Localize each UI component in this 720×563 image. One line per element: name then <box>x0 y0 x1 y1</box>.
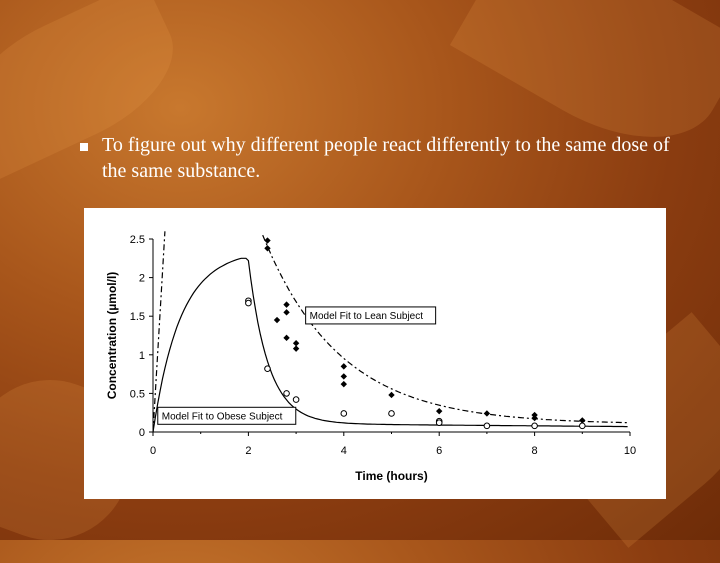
y-tick-label: 2 <box>139 273 145 285</box>
lean-data-point <box>340 363 347 370</box>
obese-data-point <box>483 422 491 430</box>
obese-data-point <box>579 422 586 430</box>
bullet-marker <box>80 143 88 151</box>
x-tick-label: 8 <box>532 445 538 457</box>
obese-data-point <box>292 396 300 403</box>
obese-fit-annotation-box <box>157 406 297 425</box>
x-axis-label: Time (hours) <box>355 469 427 483</box>
lean-data-point <box>483 410 491 417</box>
fit-curves <box>153 231 628 432</box>
y-tick-label: 2.5 <box>130 234 145 246</box>
obese-data-point <box>531 422 538 430</box>
lean-data-point <box>264 237 271 244</box>
x-tick-label: 10 <box>624 445 636 457</box>
y-tick-label: 1.5 <box>130 311 145 323</box>
lean-data-point <box>283 309 290 316</box>
lean-data-point <box>264 245 271 252</box>
lean-data-point <box>436 407 443 415</box>
concentration-chart: 0 0.5 1 1.5 2 2.5 0 2 4 6 8 10 Time (hours) Concentra… <box>105 231 636 483</box>
obese-data-point <box>340 410 348 417</box>
lean-fit-curve <box>153 231 628 432</box>
bullet-text: To figure out why different people react… <box>102 134 670 182</box>
lean-data-point <box>283 334 290 342</box>
lean-fit-annotation: Model Fit to Lean Subject <box>310 311 424 322</box>
y-tick-label: 0.5 <box>130 388 145 400</box>
lean-data-point <box>273 316 281 324</box>
lean-data-point <box>531 414 538 422</box>
lean-data-point <box>388 391 395 399</box>
lean-data-point <box>292 345 300 352</box>
obese-fit-curve <box>153 257 628 432</box>
lean-data-point <box>340 380 347 388</box>
data-points <box>245 237 586 430</box>
lean-data-point <box>283 301 290 308</box>
obese-fit-annotation: Model Fit to Obese Subject <box>162 411 283 422</box>
chart-container: 0 0.5 1 1.5 2 2.5 0 2 4 6 8 10 Time (hours) Concentra… <box>84 208 666 499</box>
y-tick-label: 1 <box>139 350 145 362</box>
x-tick-label: 4 <box>341 445 347 457</box>
x-tick-label: 6 <box>436 445 442 457</box>
axes <box>149 238 631 436</box>
obese-data-point <box>245 299 252 307</box>
obese-data-point <box>388 410 395 417</box>
x-tick-label: 2 <box>245 445 251 457</box>
lean-fit-annotation-box <box>305 306 437 325</box>
chart-labels: 0 0.5 1 1.5 2 2.5 0 2 4 6 8 10 Time (hours) Concentra… <box>105 234 636 483</box>
y-axis-label: Concentration (µmol/l) <box>105 272 119 400</box>
obese-data-point <box>264 365 271 372</box>
y-tick-label: 0 <box>139 427 145 439</box>
obese-data-point <box>283 390 290 397</box>
lean-data-point <box>340 373 347 380</box>
x-tick-label: 0 <box>150 445 156 457</box>
obese-data-point <box>435 419 443 427</box>
